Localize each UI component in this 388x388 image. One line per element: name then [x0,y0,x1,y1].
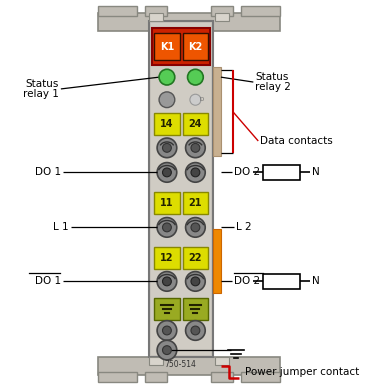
Circle shape [191,168,200,177]
Circle shape [185,163,205,182]
Bar [98,372,137,381]
Circle shape [185,218,205,237]
Bar [98,357,280,375]
Bar [183,247,208,268]
Bar [183,192,208,214]
Text: relay 2: relay 2 [255,82,291,92]
Text: D: D [199,97,204,102]
Text: 14: 14 [160,119,174,129]
Text: DO 2: DO 2 [234,276,260,286]
Text: Power jumper contact: Power jumper contact [246,367,360,377]
Text: K2: K2 [188,42,203,52]
Circle shape [163,144,171,152]
Bar [154,113,180,135]
Circle shape [185,138,205,158]
Bar [149,357,163,365]
Circle shape [163,346,171,355]
Bar [98,7,137,16]
Text: 11: 11 [160,198,174,208]
Bar [263,274,300,289]
Circle shape [191,223,200,232]
Text: L 1: L 1 [53,222,69,232]
Circle shape [157,320,177,340]
Bar [213,68,221,156]
Circle shape [157,138,177,158]
Bar [146,7,167,16]
Circle shape [191,277,200,286]
Bar [154,298,180,320]
Circle shape [157,163,177,182]
Circle shape [163,168,171,177]
Bar [183,33,208,61]
Circle shape [185,272,205,291]
Circle shape [157,340,177,360]
Text: Status: Status [255,72,289,82]
Circle shape [163,277,171,286]
Text: K1: K1 [160,42,174,52]
Circle shape [191,326,200,335]
Bar [98,13,280,31]
Text: 750-514: 750-514 [165,360,197,369]
Circle shape [159,92,175,107]
Text: 24: 24 [189,119,202,129]
Bar [241,7,280,16]
Text: N: N [312,167,320,177]
Bar [149,21,213,357]
Text: Status: Status [26,79,59,89]
Bar [183,298,208,320]
Circle shape [163,223,171,232]
Bar [149,13,163,21]
Text: DO 1: DO 1 [35,167,61,177]
Circle shape [190,94,201,105]
Bar [152,28,210,65]
Bar [154,33,180,61]
Text: 12: 12 [160,253,174,263]
Bar [151,23,211,355]
Text: DO 2: DO 2 [234,167,260,177]
Bar [146,372,167,381]
Bar [213,229,221,293]
Circle shape [187,69,203,85]
Circle shape [157,272,177,291]
Circle shape [157,218,177,237]
Bar [263,165,300,180]
Circle shape [159,69,175,85]
Text: relay 1: relay 1 [23,89,59,99]
Bar [154,192,180,214]
Bar [183,113,208,135]
Circle shape [163,326,171,335]
Circle shape [185,320,205,340]
Bar [215,357,229,365]
Circle shape [191,144,200,152]
Text: N: N [312,276,320,286]
Text: 22: 22 [189,253,202,263]
Text: L 2: L 2 [236,222,251,232]
Text: Data contacts: Data contacts [260,136,333,146]
Bar [211,7,233,16]
Bar [241,372,280,381]
Bar [154,247,180,268]
Text: DO 1: DO 1 [35,276,61,286]
Bar [215,13,229,21]
Bar [211,372,233,381]
Text: 21: 21 [189,198,202,208]
